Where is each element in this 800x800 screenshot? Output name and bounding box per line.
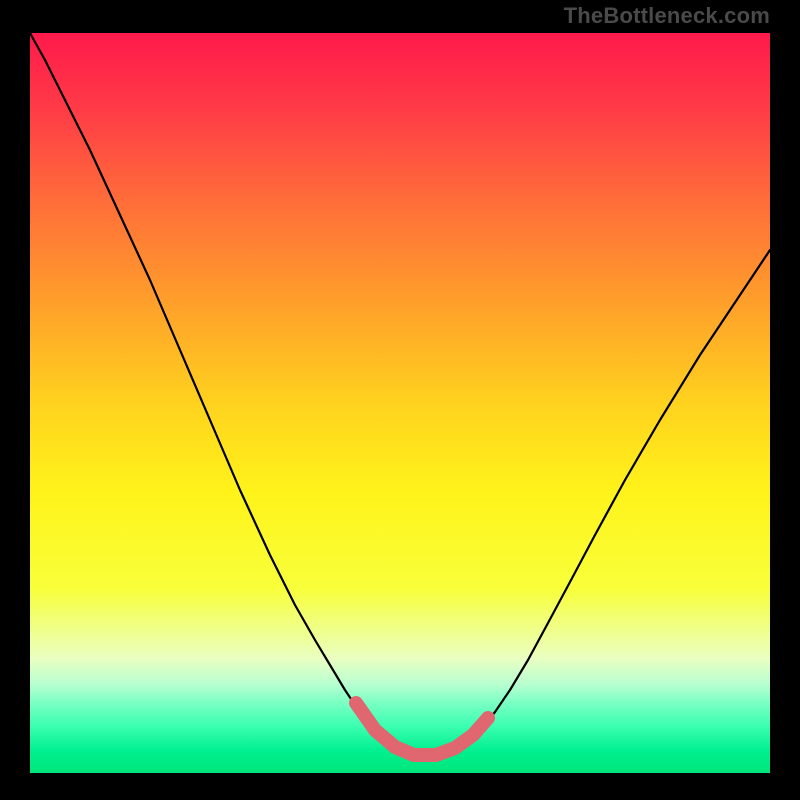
bottleneck-curve (30, 33, 770, 758)
watermark-text: TheBottleneck.com (564, 3, 770, 29)
chart-canvas: TheBottleneck.com (0, 0, 800, 800)
highlight-marker (356, 703, 488, 755)
chart-overlay (0, 0, 800, 800)
